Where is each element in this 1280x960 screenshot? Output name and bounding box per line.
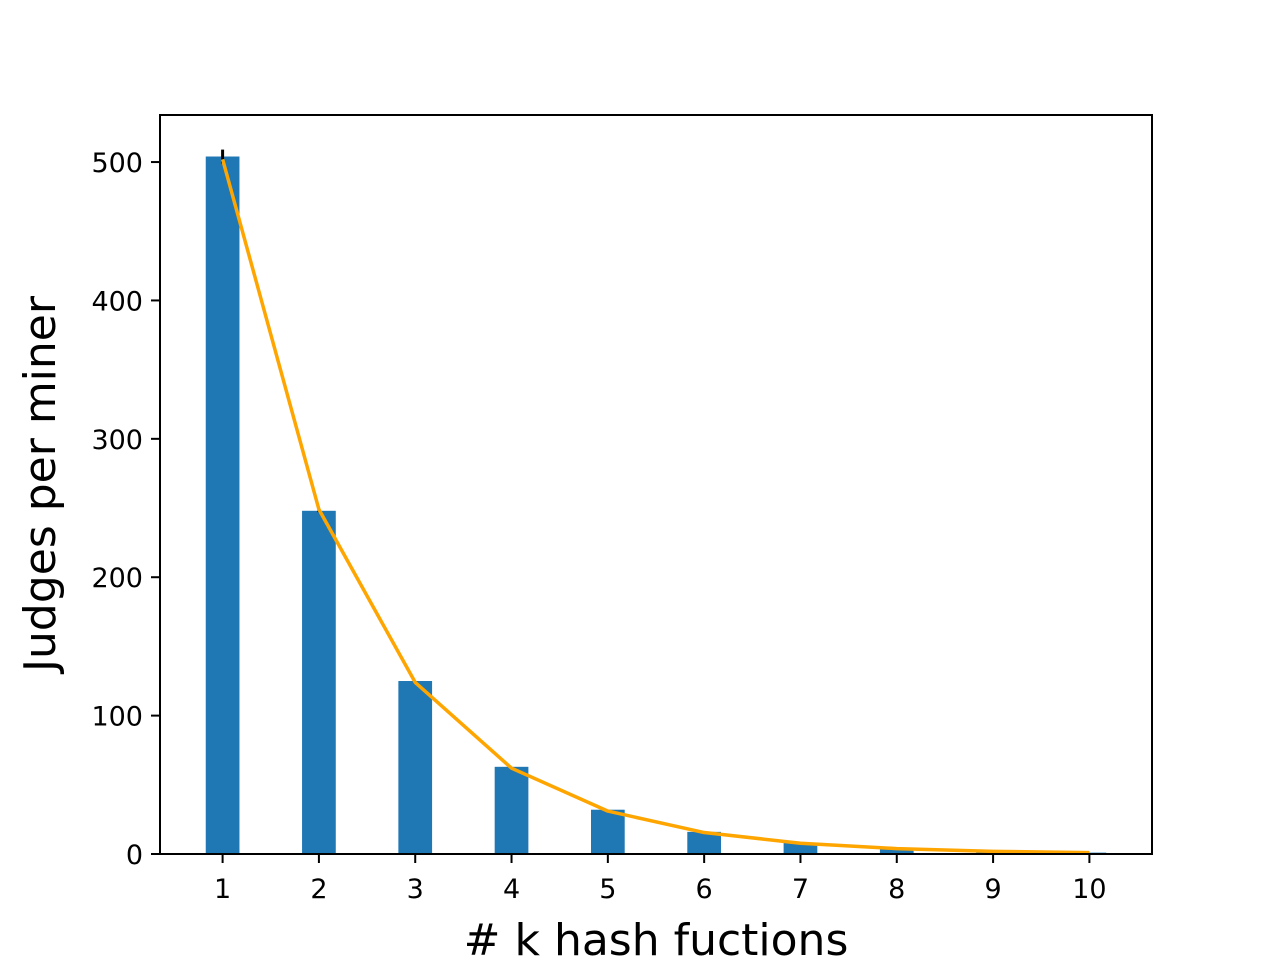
x-axis-label: # k hash fuctions [464,915,849,960]
x-tick-label: 8 [888,874,905,905]
bar-7 [783,842,818,854]
x-tick-label: 5 [599,874,616,905]
y-tick-label: 300 [91,425,143,456]
y-tick-label: 200 [91,563,143,594]
x-tick-label: 4 [503,874,520,905]
x-tick-label: 2 [310,874,327,905]
plot-area [205,149,1107,855]
bar-5 [590,809,625,854]
x-tick-label: 7 [792,874,809,905]
y-tick-label: 500 [91,148,143,179]
x-tick-label: 1 [214,874,231,905]
y-tick-label: 400 [91,286,143,317]
bar-6 [687,831,722,854]
y-tick-label: 100 [91,702,143,733]
y-axis-label: Judges per miner [15,295,66,675]
x-axis: 1 2 3 4 5 6 7 8 9 10 [214,854,1107,905]
series-line [220,158,1090,855]
plot-frame [159,114,1153,855]
bar-2 [302,510,336,854]
x-tick-label: 6 [696,874,713,905]
bar-4 [494,766,529,854]
bar-3 [398,681,433,854]
x-tick-label: 3 [407,874,424,905]
x-tick-label: 10 [1072,874,1106,905]
y-tick-label: 0 [126,840,143,871]
bar-8 [879,848,914,854]
x-tick-label: 9 [984,874,1001,905]
bar-1 [205,156,240,855]
y-axis: 0 100 200 300 400 500 [91,148,160,871]
